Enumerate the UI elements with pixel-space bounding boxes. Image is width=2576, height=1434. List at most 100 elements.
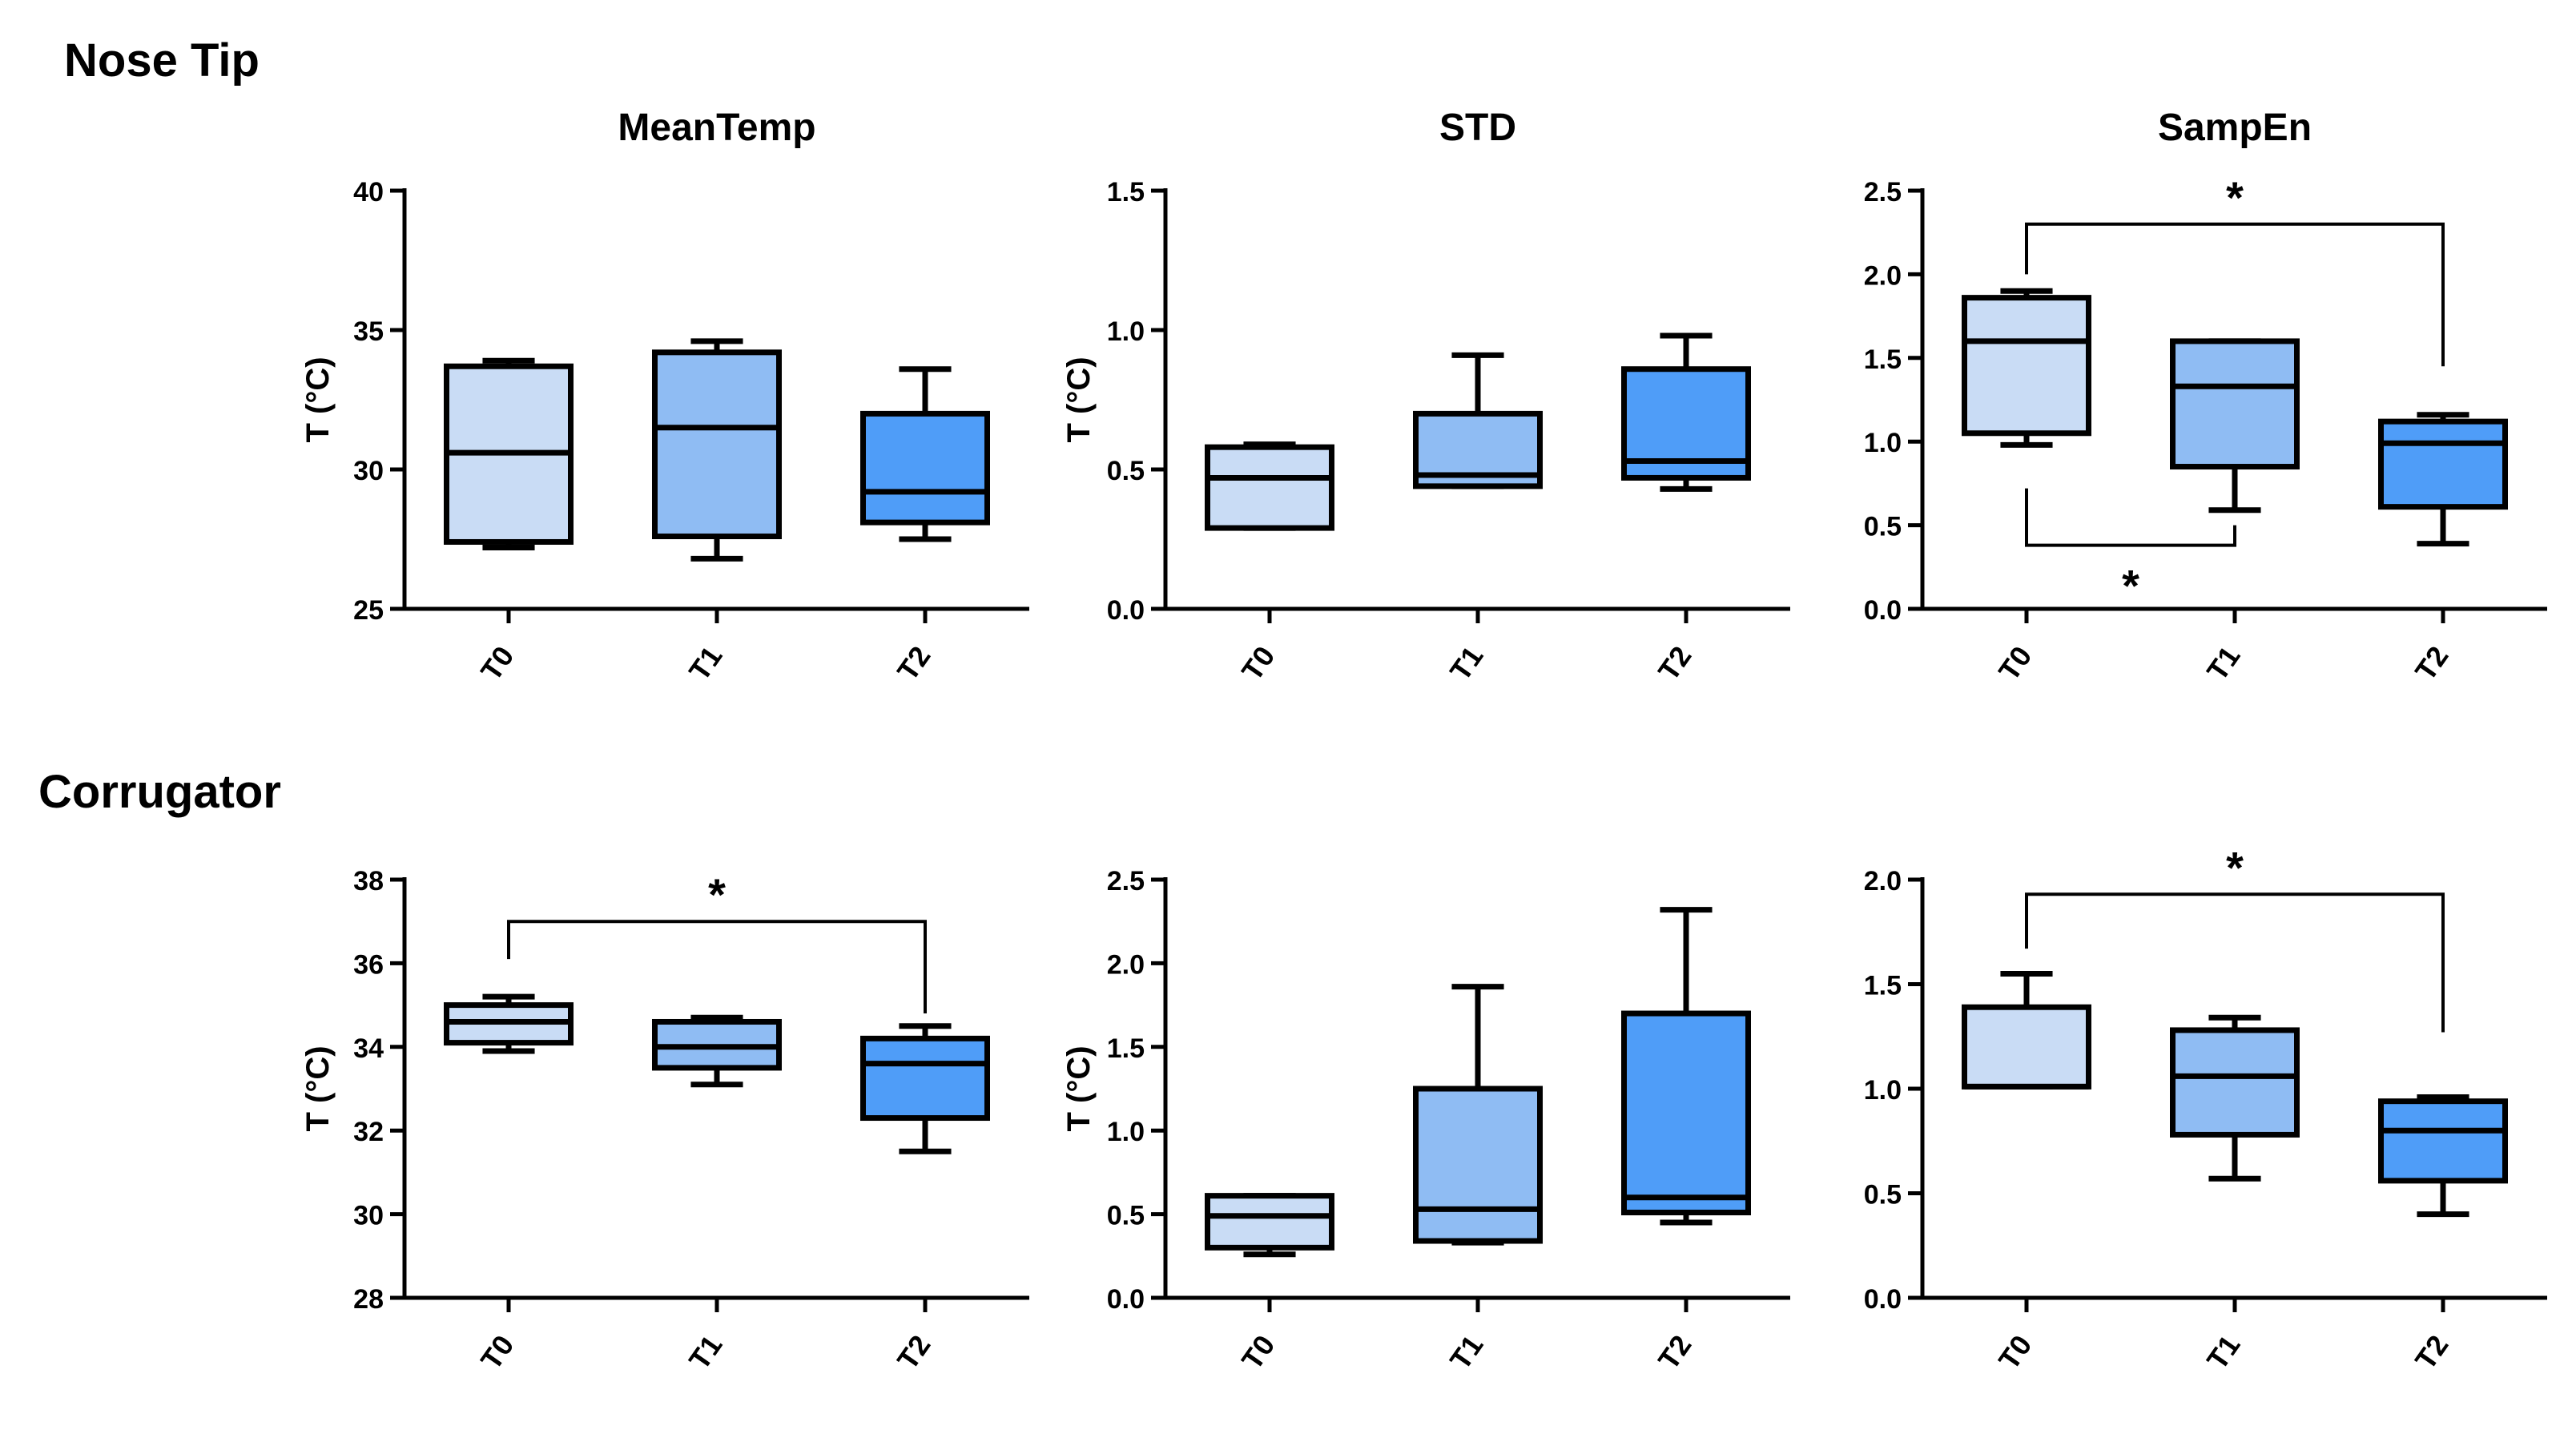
y-tick-label: 0.5 <box>1864 512 1902 542</box>
box-iqr <box>2170 338 2300 470</box>
y-tick-label: 0.0 <box>1107 1284 1145 1315</box>
significance-bracket: * <box>2025 842 2445 1033</box>
x-tick-label-t0: T0 <box>1992 1329 2039 1376</box>
box-plot-svg: SampEn 0.0 0.5 1.0 1.5 2.0 2.5 T0 T1 T2 * * <box>1864 107 2547 687</box>
bracket-line <box>2025 892 2445 1033</box>
y-tick-label: 1.0 <box>1107 1117 1145 1147</box>
y-tick-label: 2.0 <box>1864 260 1902 291</box>
box-iqr <box>2170 1027 2300 1138</box>
y-tick-label: 36 <box>353 949 384 980</box>
y-tick-label: 1.5 <box>1107 177 1145 207</box>
y-tick-label: 40 <box>353 177 384 207</box>
chart-title: SampEn <box>2158 107 2312 149</box>
significance-bracket: * <box>2025 172 2445 367</box>
box-iqr <box>1621 1010 1751 1216</box>
chart-panel-nose-meantemp: MeanTemp T (°C) 25 30 35 40 T0 T1 T2 <box>240 88 1041 745</box>
y-tick-label: 1.0 <box>1107 316 1145 347</box>
box-iqr <box>1205 444 1334 531</box>
y-tick-label: 30 <box>353 456 384 486</box>
box-plot-svg: STD T (°C) 0.0 0.5 1.0 1.5 T0 T1 T2 <box>1061 107 1790 687</box>
box-plot-svg: 0.0 0.5 1.0 1.5 2.0 T0 T1 T2 * <box>1864 842 2547 1376</box>
y-axis-label: T (°C) <box>300 356 336 442</box>
chart-panel-corrugator-sampen: 0.0 0.5 1.0 1.5 2.0 T0 T1 T2 * <box>1758 777 2559 1434</box>
x-tick-label-t0: T0 <box>474 1329 521 1376</box>
significance-star: * <box>2226 842 2244 892</box>
bracket-line <box>2025 222 2445 367</box>
box-t1 <box>2170 338 2300 514</box>
box-t0 <box>1205 441 1334 531</box>
box-iqr <box>652 349 782 540</box>
box-t1 <box>1413 352 1543 489</box>
y-tick-label: 2.5 <box>1864 177 1902 207</box>
box-t2 <box>860 366 990 542</box>
box-t1 <box>1413 984 1543 1246</box>
y-tick-label: 1.0 <box>1864 428 1902 458</box>
y-tick-label: 32 <box>353 1117 384 1147</box>
y-axis-label: T (°C) <box>1061 1045 1097 1131</box>
x-tick-label-t1: T1 <box>1443 1329 1490 1376</box>
y-tick-label: 28 <box>353 1284 384 1315</box>
bracket-line <box>507 920 927 1014</box>
y-tick-label: 0.0 <box>1107 595 1145 626</box>
y-axis-label: T (°C) <box>1061 356 1097 442</box>
box-iqr <box>1962 1004 2091 1090</box>
significance-bracket: * <box>507 869 927 1014</box>
y-tick-label: 0.0 <box>1864 595 1902 626</box>
significance-bracket: * <box>2025 488 2236 611</box>
box-iqr <box>1413 1086 1543 1244</box>
x-tick-label-t1: T1 <box>2200 1329 2247 1376</box>
chart-panel-nose-sampen: SampEn 0.0 0.5 1.0 1.5 2.0 2.5 T0 T1 T2 * * <box>1758 88 2559 745</box>
y-tick-label: 2.5 <box>1107 866 1145 896</box>
box-iqr <box>860 410 990 526</box>
box-t0 <box>1962 288 2091 448</box>
x-tick-label-t1: T1 <box>682 1329 729 1376</box>
x-tick-label-t1: T1 <box>682 640 729 687</box>
box-iqr <box>860 1035 990 1122</box>
box-iqr <box>2378 418 2508 510</box>
x-tick-label-t2: T2 <box>2409 640 2455 687</box>
chart-title: STD <box>1439 107 1516 149</box>
x-tick-label-t2: T2 <box>2409 1329 2455 1376</box>
y-tick-label: 0.5 <box>1107 1201 1145 1231</box>
x-tick-label-t2: T2 <box>891 640 937 687</box>
y-tick-label: 0.0 <box>1864 1284 1902 1315</box>
y-tick-label: 38 <box>353 866 384 896</box>
box-t1 <box>2170 1014 2300 1182</box>
box-iqr <box>2378 1098 2508 1184</box>
significance-star: * <box>2122 561 2139 611</box>
y-tick-label: 1.5 <box>1107 1033 1145 1064</box>
y-tick-label: 2.0 <box>1107 949 1145 980</box>
y-tick-label: 1.0 <box>1864 1075 1902 1106</box>
y-tick-label: 35 <box>353 316 384 347</box>
bracket-line <box>2025 488 2236 547</box>
x-tick-label-t1: T1 <box>2200 640 2247 687</box>
y-tick-label: 2.0 <box>1864 866 1902 896</box>
row-title-nose-tip: Nose Tip <box>64 34 260 87</box>
x-tick-label-t2: T2 <box>891 1329 937 1376</box>
box-t2 <box>2378 1094 2508 1218</box>
box-t2 <box>1621 907 1751 1226</box>
box-t0 <box>444 357 574 550</box>
significance-star: * <box>708 869 726 920</box>
box-t2 <box>1621 332 1751 492</box>
box-t0 <box>1205 1193 1334 1258</box>
chart-title: MeanTemp <box>618 107 815 149</box>
significance-star: * <box>2226 172 2244 223</box>
box-iqr <box>1205 1193 1334 1251</box>
box-plot-svg: MeanTemp T (°C) 25 30 35 40 T0 T1 T2 <box>300 107 1029 687</box>
x-tick-label-t0: T0 <box>1235 1329 1282 1376</box>
box-t0 <box>444 993 574 1054</box>
box-t2 <box>2378 412 2508 547</box>
box-t2 <box>860 1023 990 1154</box>
x-tick-label-t1: T1 <box>1443 640 1490 687</box>
box-t0 <box>1962 970 2091 1090</box>
y-tick-label: 1.5 <box>1864 971 1902 1001</box>
y-tick-label: 34 <box>353 1033 384 1064</box>
box-t1 <box>652 338 782 562</box>
x-tick-label-t2: T2 <box>1652 1329 1698 1376</box>
x-tick-label-t0: T0 <box>1235 640 1282 687</box>
box-t1 <box>652 1014 782 1088</box>
chart-panel-corrugator-meantemp: T (°C) 28 30 32 34 36 38 T0 T1 T2 * <box>240 777 1041 1434</box>
box-iqr <box>1962 295 2091 437</box>
y-tick-label: 30 <box>353 1201 384 1231</box>
